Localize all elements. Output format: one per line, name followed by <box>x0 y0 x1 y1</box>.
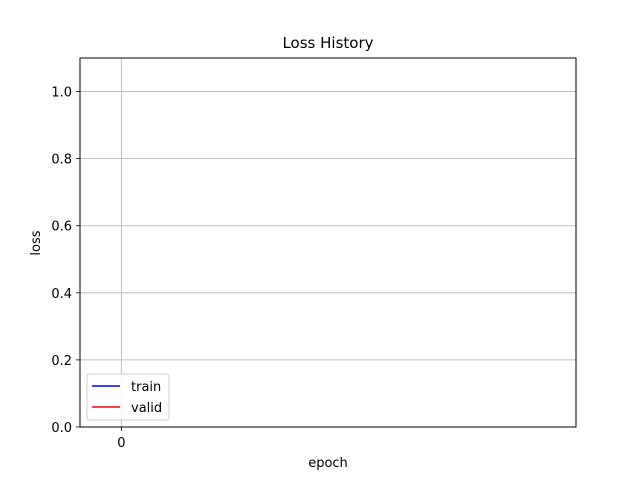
y-tick-label: 0.6 <box>51 220 72 235</box>
plot-area-frame <box>79 57 577 428</box>
y-tick-label: 0.0 <box>51 421 72 436</box>
legend-label-valid: valid <box>131 401 162 416</box>
axis-ticks: 0.0 0.2 0.4 0.6 0.8 1.0 0 <box>51 86 125 451</box>
y-tick-label: 0.4 <box>51 287 72 302</box>
y-tick-label: 1.0 <box>51 86 72 101</box>
y-axis-label: loss <box>29 230 44 255</box>
y-tick-label: 0.8 <box>51 153 72 168</box>
legend: train valid <box>86 373 170 421</box>
chart-title: Loss History <box>282 34 373 52</box>
y-tick-label: 0.2 <box>51 354 72 369</box>
x-tick-label: 0 <box>117 436 125 451</box>
x-axis-label: epoch <box>308 456 348 471</box>
legend-label-train: train <box>131 380 161 395</box>
